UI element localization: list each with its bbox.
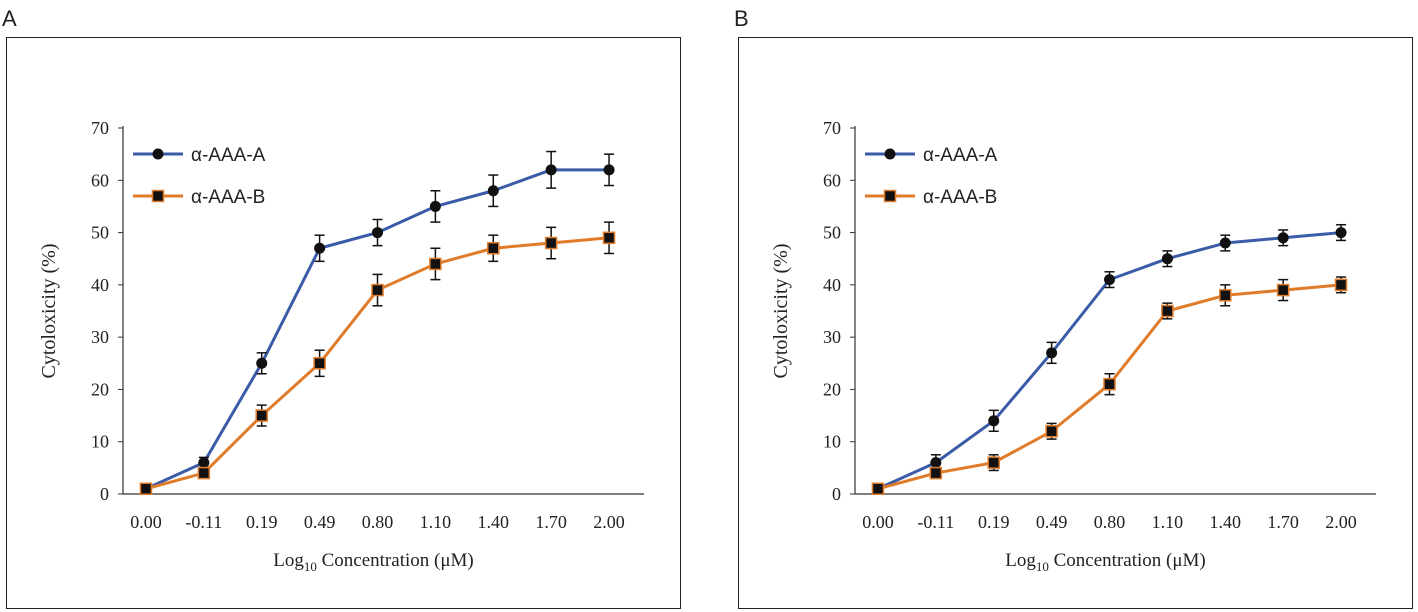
data-point-circle — [487, 185, 499, 197]
data-point-square — [1334, 278, 1348, 292]
data-point-square — [371, 283, 384, 297]
data-point-circle — [988, 415, 1000, 427]
x-tick-label: 0.80 — [1094, 512, 1126, 532]
y-tick-label: 30 — [823, 327, 841, 347]
legend-label: α-AAA-A — [923, 145, 998, 166]
data-point-circle — [1046, 347, 1058, 359]
panel-b-label: B — [734, 6, 749, 31]
data-point-square — [929, 466, 943, 480]
y-tick-label: 30 — [91, 327, 109, 347]
data-point-square — [871, 482, 885, 496]
x-tick-label: 1.40 — [1210, 512, 1242, 532]
x-tick-label: 0.19 — [978, 512, 1010, 532]
x-tick-label: 1.40 — [478, 512, 510, 532]
data-point-square — [544, 236, 558, 250]
x-axis-label-subscript: 10 — [1036, 559, 1049, 574]
x-tick-label: 0.49 — [1036, 512, 1068, 532]
x-axis-label-subscript: 10 — [304, 559, 317, 574]
x-axis-label-unit: μM) — [440, 550, 473, 571]
x-tick-label: 2.00 — [593, 512, 625, 532]
x-tick-label: 0.00 — [130, 512, 162, 532]
series-line-a — [877, 231, 1342, 491]
legend-marker-square — [883, 189, 897, 203]
data-point-circle — [1335, 227, 1347, 239]
data-point-circle — [429, 200, 441, 212]
panel-a-frame: 0 10 20 30 40 50 60 70 0.00 -0.11 0.19 0.49 0.80 1.10… — [6, 37, 681, 609]
y-tick-label: 40 — [91, 275, 109, 295]
x-axis-label-text: Concentration ( — [317, 550, 440, 571]
legend-label: α-AAA-B — [191, 187, 265, 208]
chart-b: 0 10 20 30 40 50 60 70 0.00 -0.11 0.19 0.49 0.80 1.10… — [770, 118, 1376, 574]
data-point-circle — [545, 164, 557, 176]
y-tick-label: 70 — [91, 118, 109, 138]
legend-marker-circle — [152, 148, 164, 160]
x-axis-label-log: Log — [1005, 550, 1036, 571]
data-point-circle — [256, 357, 268, 369]
x-tick-label: 0.49 — [304, 512, 336, 532]
data-point-circle — [603, 164, 615, 176]
y-tick-label: 70 — [823, 118, 841, 138]
x-axis-label-log: Log — [273, 550, 304, 571]
y-axis-label: Cytoloxicity (%) — [38, 244, 60, 379]
legend-marker-square — [151, 189, 165, 203]
y-tick-label: 0 — [832, 484, 841, 504]
x-tick-label: 0.80 — [362, 512, 394, 532]
data-point-circle — [314, 242, 326, 254]
x-tick-label: 1.10 — [420, 512, 452, 532]
data-point-square — [255, 409, 268, 422]
data-point-square — [987, 456, 1000, 469]
data-point-square — [1045, 425, 1058, 438]
y-axis-label: Cytoloxicity (%) — [770, 244, 792, 379]
data-point-square — [1276, 283, 1290, 297]
x-tick-label: -0.11 — [185, 512, 222, 532]
data-point-square — [1103, 377, 1116, 391]
y-tick-label: 60 — [823, 170, 841, 190]
x-tick-label: -0.11 — [917, 512, 954, 532]
data-point-square — [602, 231, 616, 245]
x-tick-label: 1.70 — [535, 512, 567, 532]
data-point-square — [487, 242, 500, 255]
y-tick-label: 50 — [823, 223, 841, 243]
y-tick-label: 10 — [823, 432, 841, 452]
x-tick-label: 1.70 — [1267, 512, 1299, 532]
y-tick-label: 60 — [91, 170, 109, 190]
legend-label: α-AAA-A — [191, 145, 266, 166]
y-tick-label: 0 — [100, 484, 109, 504]
x-tick-label: 0.19 — [246, 512, 278, 532]
data-point-square — [197, 466, 211, 480]
data-point-circle — [1161, 253, 1173, 265]
data-point-circle — [1104, 274, 1115, 286]
y-tick-label: 20 — [91, 379, 109, 399]
data-point-circle — [930, 457, 942, 469]
x-tick-label: 2.00 — [1325, 512, 1357, 532]
y-tick-label: 20 — [823, 379, 841, 399]
y-tick-label: 40 — [823, 275, 841, 295]
x-tick-label: 0.00 — [862, 512, 894, 532]
data-point-circle — [1277, 232, 1289, 244]
x-axis-label-unit: μM) — [1172, 550, 1205, 571]
data-point-square — [139, 482, 153, 496]
data-point-circle — [372, 227, 383, 239]
data-point-circle — [198, 457, 210, 469]
panel-b-frame: 0 10 20 30 40 50 60 70 0.00 -0.11 0.19 0.49 0.80 1.10… — [738, 37, 1413, 609]
y-tick-label: 50 — [91, 223, 109, 243]
panel-a-label: A — [2, 6, 17, 31]
x-axis-label-text: Concentration ( — [1049, 550, 1172, 571]
data-point-square — [1219, 289, 1232, 302]
legend-marker-circle — [884, 148, 896, 160]
chart-a: 0 10 20 30 40 50 60 70 0.00 -0.11 0.19 0.49 0.80 1.10… — [38, 118, 644, 574]
data-point-square — [1161, 304, 1174, 318]
data-point-square — [313, 357, 326, 370]
y-tick-label: 10 — [91, 432, 109, 452]
data-point-circle — [1219, 237, 1231, 249]
data-point-square — [429, 257, 442, 271]
legend-label: α-AAA-B — [923, 187, 997, 208]
x-axis-label: Log10 Concentration (μM) — [1005, 550, 1206, 574]
x-tick-label: 1.10 — [1152, 512, 1184, 532]
x-axis-label: Log10 Concentration (μM) — [273, 550, 474, 574]
series-line-a — [145, 168, 610, 491]
